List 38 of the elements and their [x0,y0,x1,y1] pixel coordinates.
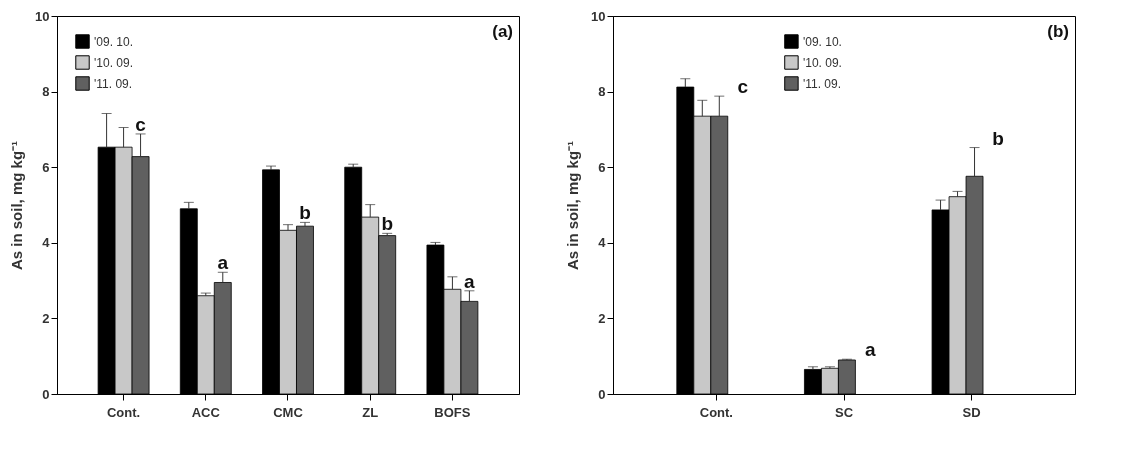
x-tick-label: SD [962,404,981,420]
annotation: a [464,270,476,292]
annotation: c [737,76,749,98]
legend-label: '10. 09. [802,55,842,70]
y-tick-label: 2 [42,310,50,326]
x-tick-label: BOFS [434,404,471,420]
y-tick-label: 6 [42,159,50,175]
annotation: a [865,339,877,361]
y-axis-title: As in soil, mg kg⁻¹ [564,140,582,271]
x-tick-label: Cont. [106,404,141,420]
y-tick-label: 2 [598,310,606,326]
legend-label: '09. 10. [94,34,133,49]
legend-label: '10. 09. [94,55,133,70]
y-tick-label: 10 [35,8,50,24]
y-tick-label: 4 [42,235,51,251]
annotation: (a) [492,22,513,41]
y-tick-label: 6 [598,159,606,175]
x-tick-label: ACC [191,404,221,420]
annotation: b [381,213,393,235]
legend-label: '11. 09. [802,76,842,91]
x-tick-label: SC [834,404,854,420]
annotation: b [299,202,311,224]
y-axis-title: As in soil, mg kg⁻¹ [8,140,26,271]
annotation: a [217,252,229,274]
annotation: c [135,113,147,135]
y-tick-label: 0 [42,386,50,402]
y-tick-label: 4 [598,235,607,251]
legend-label: '09. 10. [802,34,842,49]
x-tick-label: ZL [362,404,379,420]
annotation: (b) [1047,22,1069,41]
legend-label: '11. 09. [94,76,133,91]
x-tick-label: Cont. [699,404,733,420]
annotation: b [992,127,1004,149]
y-tick-label: 8 [598,84,606,100]
x-tick-label: CMC [273,404,304,420]
y-tick-label: 8 [42,84,50,100]
y-tick-label: 0 [598,386,606,402]
y-tick-label: 10 [591,8,606,24]
